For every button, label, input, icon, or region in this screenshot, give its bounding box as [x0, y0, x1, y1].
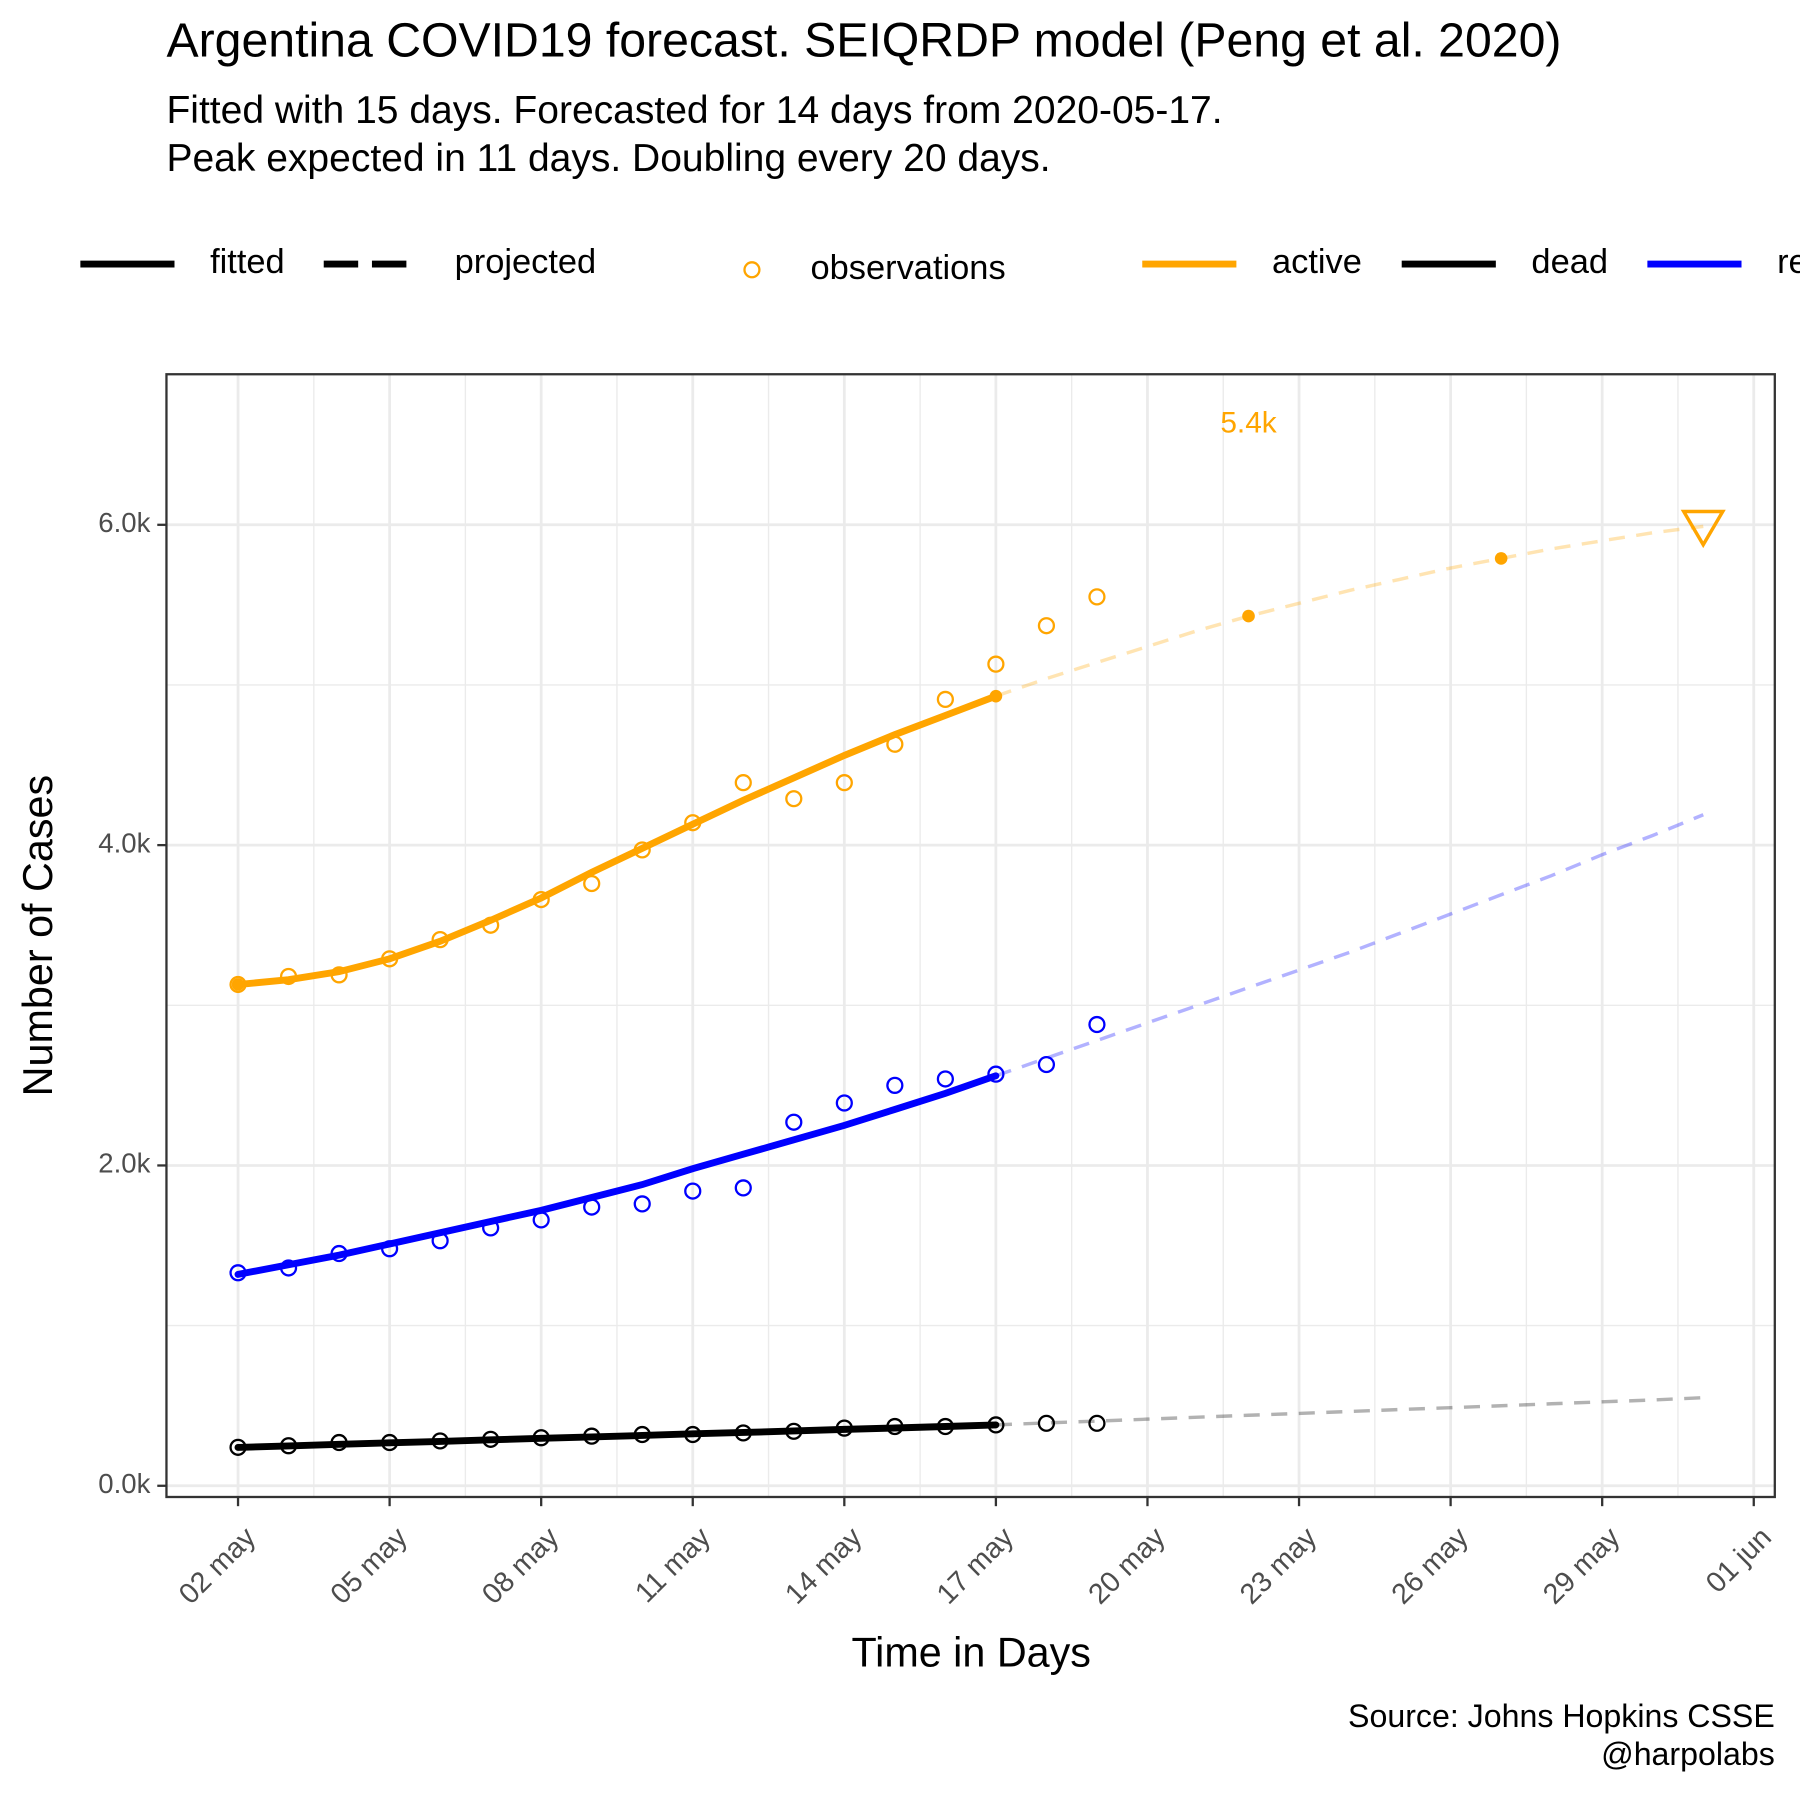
panel-border: [165, 373, 1776, 1499]
observation: [1088, 1414, 1106, 1432]
x-tick-label: 08 may: [476, 1521, 566, 1611]
observation: [583, 1427, 601, 1445]
caption: @harpolabs: [1601, 1736, 1775, 1772]
observation: [229, 1264, 247, 1282]
observation: [886, 1076, 904, 1094]
observation: [684, 814, 702, 832]
caption: Source: Johns Hopkins CSSE: [1348, 1698, 1775, 1734]
observation: [987, 1416, 1005, 1434]
x-tick-label: 17 may: [931, 1521, 1021, 1611]
observation: [380, 950, 399, 968]
projected-line: [995, 813, 1704, 1078]
observation: [886, 1417, 904, 1436]
observation: [987, 1065, 1005, 1083]
observation: [431, 1432, 449, 1450]
observation: [482, 1219, 500, 1237]
observation: [785, 790, 803, 808]
projected-line: [995, 1395, 1704, 1427]
highlight-marker: [231, 978, 245, 991]
observation: [835, 1419, 853, 1437]
x-tick-label: 26 may: [1386, 1521, 1476, 1611]
x-tick-label: 11 may: [629, 1521, 717, 1609]
observation: [633, 1425, 651, 1444]
observation: [229, 975, 247, 994]
observation: [583, 1198, 601, 1216]
observation: [633, 1195, 651, 1213]
y-axis-title: Number of Cases: [15, 775, 61, 1096]
x-tick-label: 05 may: [325, 1521, 415, 1611]
observation: [279, 1259, 298, 1277]
highlight-marker: [1494, 552, 1508, 565]
observation: [835, 1094, 853, 1112]
observation: [684, 1425, 702, 1444]
observation: [1088, 588, 1106, 606]
x-tick-label: 01 jun: [1700, 1521, 1778, 1599]
legend-label: observations: [810, 249, 1005, 287]
observation: [1037, 617, 1056, 635]
observation: [482, 916, 500, 934]
observation: [1037, 1414, 1056, 1432]
chart-body: Argentina COVID19 forecast. SEIQRDP mode…: [15, 13, 1800, 1772]
peak-marker: [1680, 509, 1726, 549]
observation: [1037, 1055, 1056, 1074]
observation: [431, 1232, 449, 1250]
x-tick-label: 20 may: [1082, 1521, 1172, 1611]
observation: [785, 1422, 803, 1440]
annotation: 5.4k: [1220, 407, 1276, 440]
x-tick-label: 29 may: [1537, 1521, 1627, 1611]
highlight-marker: [989, 689, 1003, 703]
observation: [684, 1182, 702, 1200]
observation: [936, 690, 954, 708]
observation: [734, 1424, 752, 1442]
y-tick-label: 4.0k: [98, 827, 150, 858]
legend-label: projected: [455, 243, 597, 281]
observation: [482, 1430, 500, 1448]
y-tick-label: 0.0k: [98, 1468, 150, 1499]
observation: [532, 890, 550, 909]
observation: [835, 774, 853, 792]
highlight-marker: [1242, 609, 1255, 623]
legend-label: dead: [1531, 243, 1608, 281]
observation: [380, 1240, 399, 1258]
observation: [532, 1429, 550, 1447]
observation: [936, 1417, 954, 1436]
observation: [785, 1113, 803, 1131]
observation: [936, 1070, 954, 1088]
x-tick-label: 02 may: [173, 1521, 263, 1611]
legend-label: active: [1272, 243, 1362, 281]
fitted-line: [234, 1421, 1000, 1451]
observation: [583, 874, 601, 893]
observation: [734, 1179, 752, 1197]
observation: [734, 774, 752, 792]
observation: [330, 1244, 348, 1263]
observation: [330, 1433, 348, 1452]
y-tick-label: 6.0k: [98, 507, 150, 538]
legend-label: recovered: [1777, 243, 1800, 281]
fitted-line: [234, 692, 1000, 988]
fitted-line: [234, 1072, 1000, 1278]
projected-line: [995, 524, 1704, 698]
x-tick-label: 14 may: [779, 1521, 869, 1611]
observation: [330, 966, 348, 984]
chart-title: Argentina COVID19 forecast. SEIQRDP mode…: [166, 13, 1561, 67]
observation: [229, 1438, 247, 1456]
observation: [987, 655, 1005, 673]
observation: [380, 1433, 399, 1452]
observation: [532, 1211, 550, 1229]
chart-subtitle: Peak expected in 11 days. Doubling every…: [166, 137, 1050, 180]
y-tick-label: 2.0k: [98, 1148, 150, 1179]
observation: [886, 735, 904, 753]
observation: [431, 931, 449, 949]
observation: [1088, 1015, 1106, 1034]
observation: [279, 967, 298, 986]
x-axis-title: Time in Days: [851, 1629, 1091, 1675]
x-tick-label: 23 may: [1234, 1521, 1324, 1611]
legend-label: fitted: [210, 243, 285, 281]
observation: [279, 1437, 298, 1455]
observation: [633, 841, 651, 859]
chart-subtitle: Fitted with 15 days. Forecasted for 14 d…: [166, 89, 1222, 132]
legend-key: [743, 261, 761, 279]
